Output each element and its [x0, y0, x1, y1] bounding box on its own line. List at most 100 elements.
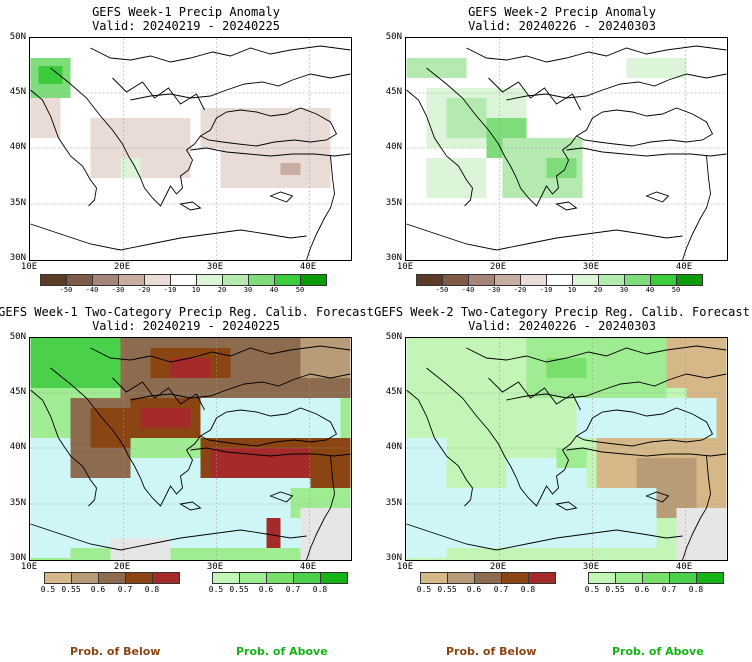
lat-label: 45N [9, 387, 26, 397]
colorbar-label: 0.55 [437, 585, 457, 594]
colorbar-swatch [145, 274, 171, 286]
lon-label: 20E [489, 262, 507, 272]
panel-week2-probability: GEFS Week-2 Two-Category Precip Reg. Cal… [374, 300, 752, 600]
colorbar-label: 10 [191, 286, 201, 294]
lon-label: 30E [206, 262, 224, 272]
colorbar-label: 10 [567, 286, 577, 294]
colorbar-swatch [521, 274, 547, 286]
colorbar-label: 0.6 [634, 585, 650, 594]
colorbar-label: 0.55 [229, 585, 249, 594]
colorbar-label: -50 [435, 286, 449, 294]
colorbar-swatch [697, 572, 724, 584]
colorbar-label: 40 [269, 286, 279, 294]
colorbar-label: 50 [295, 286, 305, 294]
colorbar-swatch [448, 572, 475, 584]
panel-valid: Valid: 20240219 - 20240225 [92, 319, 280, 333]
colorbar-label: 0.8 [688, 585, 704, 594]
lon-label: 10E [396, 562, 414, 572]
lat-label: 35N [9, 198, 26, 208]
colorbar-label: -30 [487, 286, 501, 294]
colorbar-swatch [249, 274, 275, 286]
panel-valid: Valid: 20240226 - 20240303 [468, 319, 656, 333]
above-colorbar [588, 572, 724, 584]
lat-label: 35N [9, 498, 26, 508]
colorbar-swatch [547, 274, 573, 286]
lon-label: 10E [20, 262, 38, 272]
colorbar-label: 0.6 [466, 585, 482, 594]
anomaly-colorbar [40, 274, 327, 286]
colorbar-swatch [651, 274, 677, 286]
colorbar-label: 0.6 [258, 585, 274, 594]
colorbar-label: -10 [539, 286, 553, 294]
below-colorbar [420, 572, 556, 584]
colorbar-swatch [573, 274, 599, 286]
colorbar-label: 0.7 [661, 585, 677, 594]
colorbar-label: 0.7 [117, 585, 133, 594]
lat-label: 50N [385, 332, 402, 342]
colorbar-label: 20 [593, 286, 603, 294]
lon-label: 20E [489, 562, 507, 572]
colorbar-label: 50 [671, 286, 681, 294]
below-colorbar [44, 572, 180, 584]
colorbar-swatch [677, 274, 703, 286]
colorbar-label: 0.55 [605, 585, 625, 594]
colorbar-swatch [126, 572, 153, 584]
lat-label: 30N [385, 253, 402, 263]
colorbar-swatch [212, 572, 240, 584]
panel-valid: Valid: 20240226 - 20240303 [468, 19, 656, 33]
colorbar-swatch [625, 274, 651, 286]
lon-label: 40E [675, 262, 693, 272]
colorbar-swatch [153, 572, 180, 584]
colorbar-swatch [443, 274, 469, 286]
panel-week1-anomaly: GEFS Week-1 Precip Anomaly Valid: 202402… [0, 0, 376, 300]
colorbar-swatch [420, 572, 448, 584]
colorbar-swatch [72, 572, 99, 584]
lat-label: 45N [9, 87, 26, 97]
colorbar-label: 30 [619, 286, 629, 294]
colorbar-swatch [93, 274, 119, 286]
lat-label: 40N [9, 442, 26, 452]
colorbar-swatch [588, 572, 616, 584]
colorbar-label: -20 [137, 286, 151, 294]
lon-label: 30E [582, 262, 600, 272]
anomaly-colorbar [416, 274, 703, 286]
colorbar-swatch [275, 274, 301, 286]
lat-label: 40N [385, 142, 402, 152]
lat-label: 40N [9, 142, 26, 152]
colorbar-label: -50 [59, 286, 73, 294]
colorbar-swatch [616, 572, 643, 584]
colorbar-label: 0.5 [416, 585, 432, 594]
panel-title: GEFS Week-2 Two-Category Precip Reg. Cal… [374, 305, 750, 319]
colorbar-swatch [416, 274, 443, 286]
lat-label: 30N [385, 553, 402, 563]
lat-label: 45N [385, 387, 402, 397]
colorbar-label: -20 [513, 286, 527, 294]
colorbar-swatch [119, 274, 145, 286]
lon-label: 40E [675, 562, 693, 572]
colorbar-label: 40 [645, 286, 655, 294]
colorbar-label: 0.5 [40, 585, 56, 594]
lat-label: 35N [385, 498, 402, 508]
colorbar-swatch [670, 572, 697, 584]
colorbar-swatch [99, 572, 126, 584]
colorbar-label: -10 [163, 286, 177, 294]
panel-title: GEFS Week-2 Precip Anomaly [468, 5, 656, 19]
panel-week1-probability: GEFS Week-1 Two-Category Precip Reg. Cal… [0, 300, 376, 600]
colorbar-label: -30 [111, 286, 125, 294]
footer-prob-above-right: Prob. of Above [612, 645, 704, 658]
lon-label: 40E [299, 562, 317, 572]
lat-label: 45N [385, 87, 402, 97]
colorbar-label: 0.5 [584, 585, 600, 594]
footer-prob-below-right: Prob. of Below [446, 645, 537, 658]
colorbar-swatch [495, 274, 521, 286]
lon-label: 40E [299, 262, 317, 272]
colorbar-label: 0.8 [312, 585, 328, 594]
colorbar-swatch [240, 572, 267, 584]
colorbar-swatch [67, 274, 93, 286]
panel-title: GEFS Week-1 Precip Anomaly [92, 5, 280, 19]
colorbar-swatch [301, 274, 327, 286]
colorbar-label: 0.6 [90, 585, 106, 594]
colorbar-swatch [294, 572, 321, 584]
footer-prob-above-left: Prob. of Above [236, 645, 328, 658]
lon-label: 20E [113, 562, 131, 572]
